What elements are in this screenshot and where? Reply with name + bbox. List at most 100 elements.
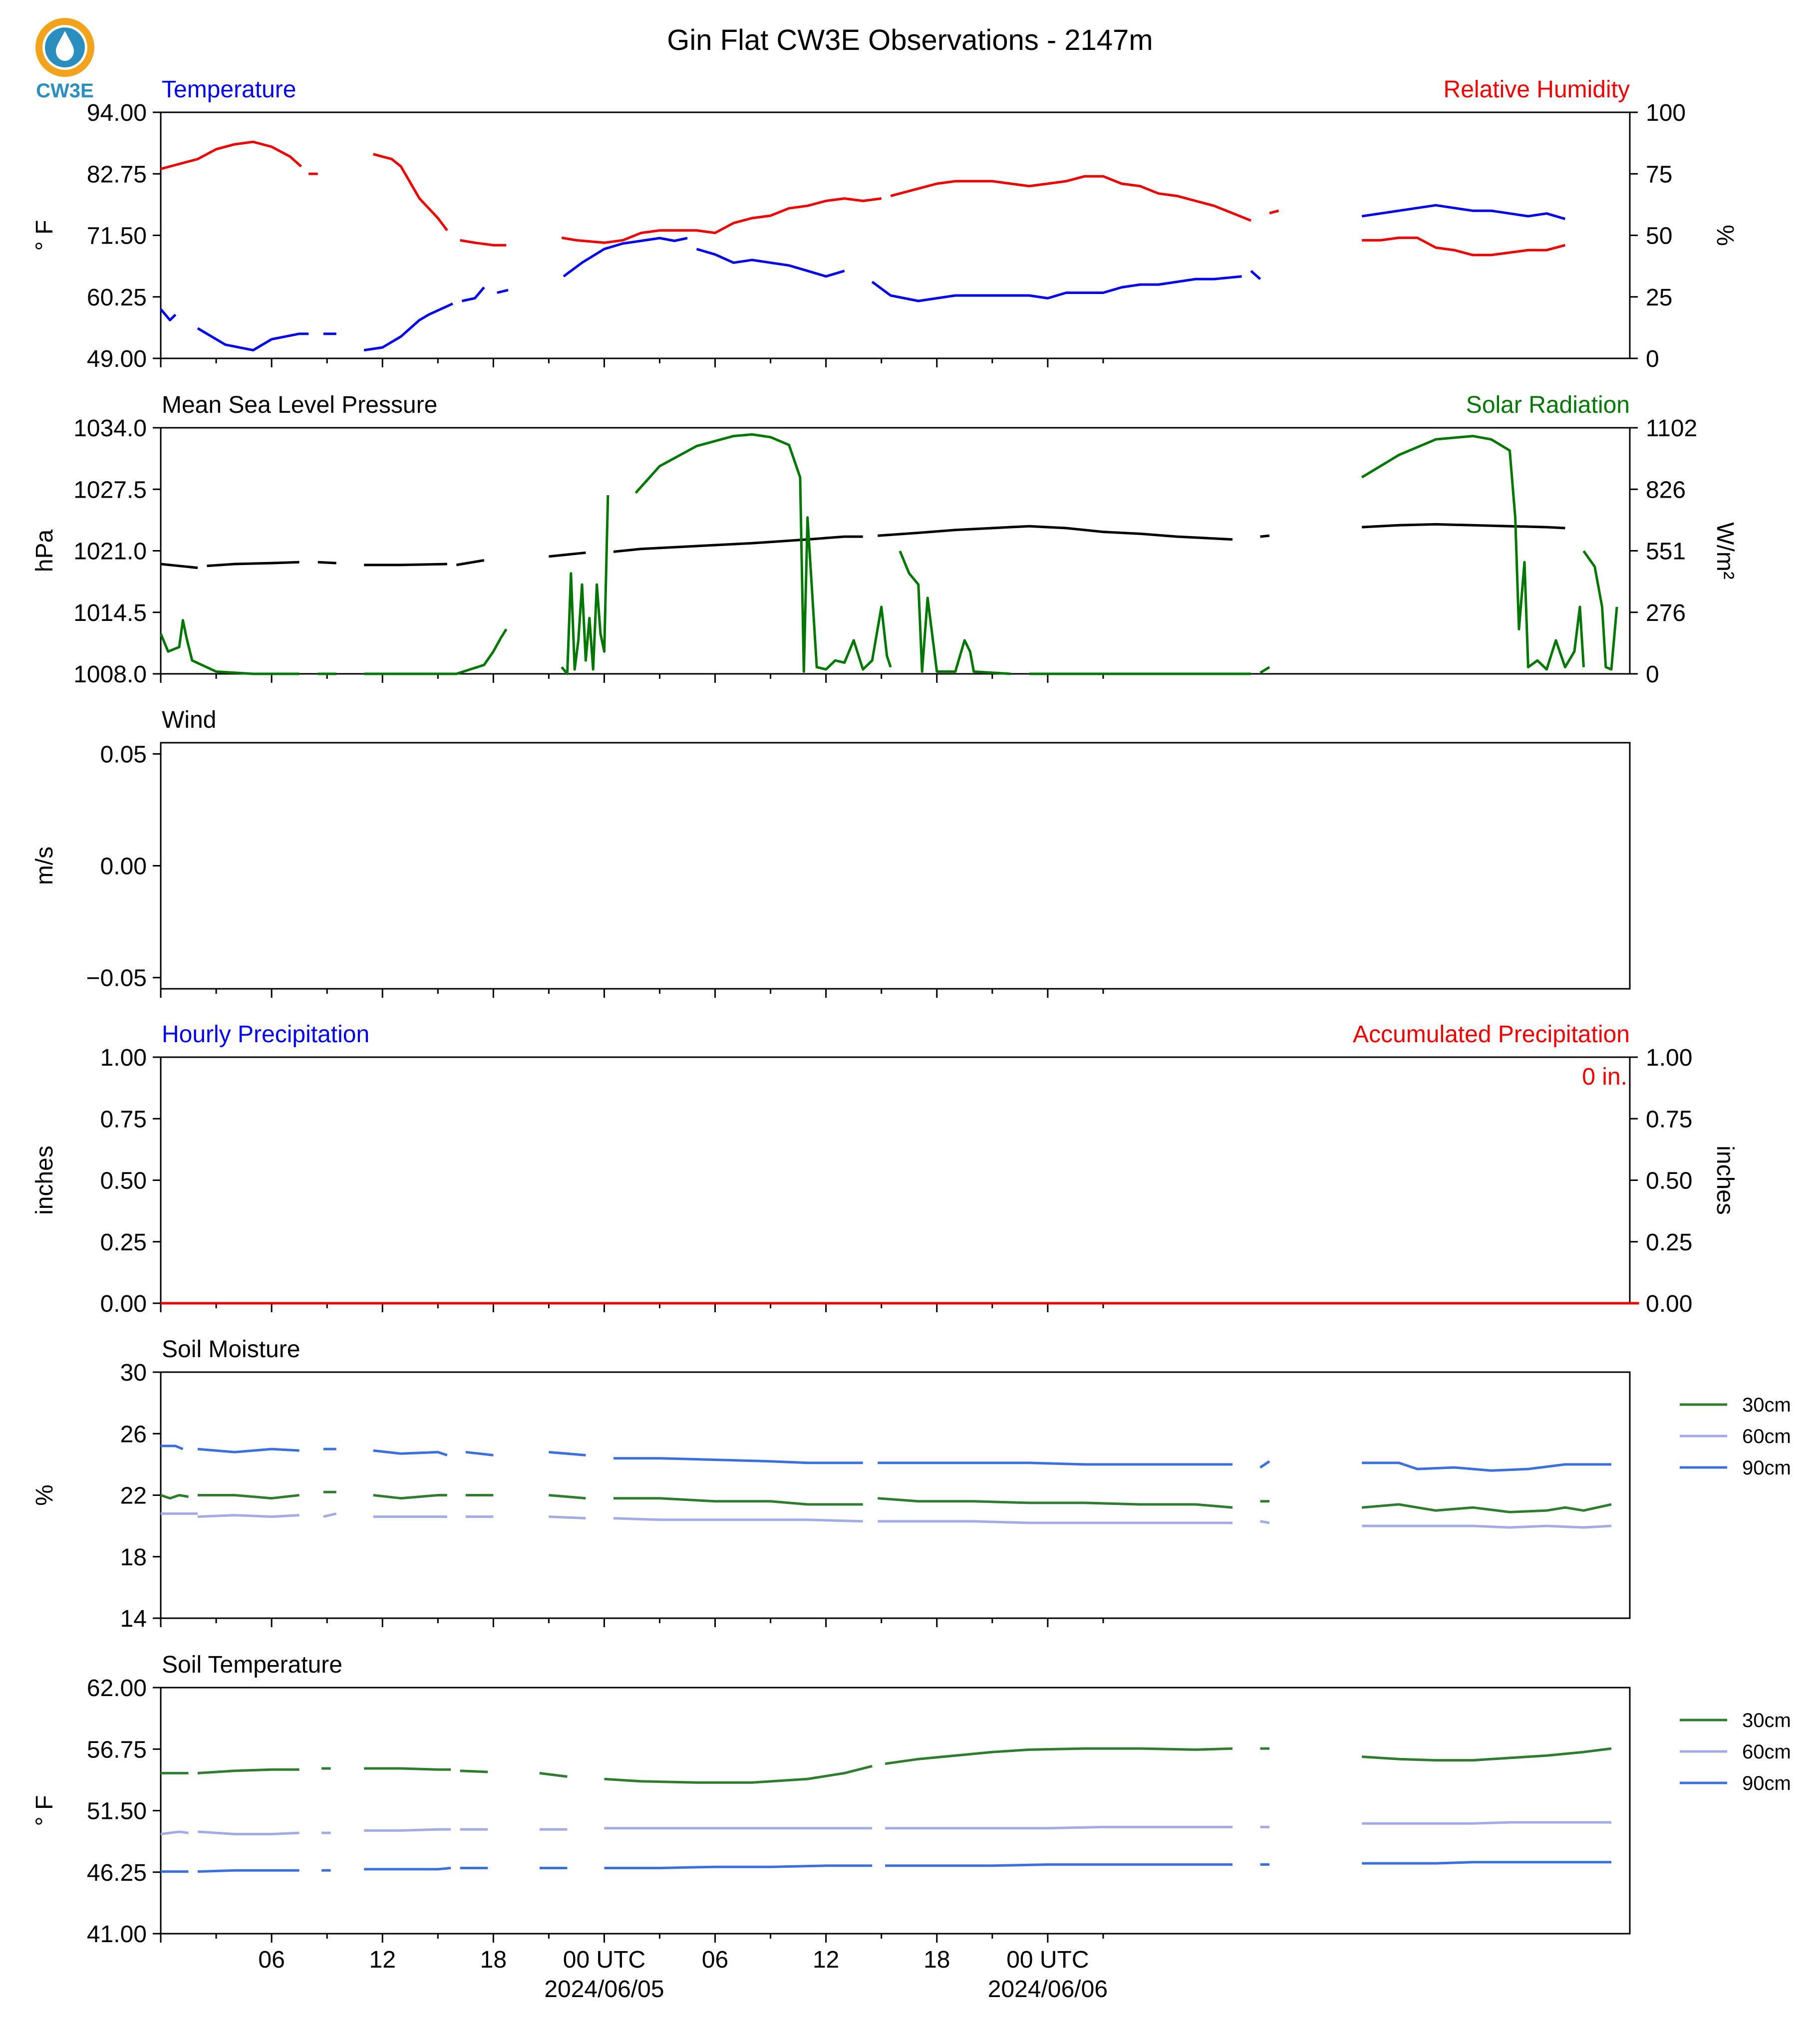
y-axis-label: %	[31, 1484, 58, 1506]
series-line-30cm	[1362, 1747, 1612, 1762]
y-right-tick-label: 0	[1646, 661, 1659, 688]
y-right-tick-label: 276	[1646, 600, 1686, 626]
series-line-green	[1361, 435, 1585, 671]
series-line-red	[1362, 236, 1566, 257]
y-tick-label: 0.00	[100, 1291, 147, 1317]
y-right-tick-label: 75	[1646, 161, 1672, 188]
series-line-black	[160, 563, 198, 570]
y-tick-label: 1021.0	[73, 539, 147, 565]
series-line-black	[456, 559, 485, 567]
y-tick-label: 41.00	[87, 1921, 147, 1948]
legend-label-60cm: 60cm	[1742, 1741, 1791, 1763]
series-line-blue	[1250, 270, 1261, 280]
y-tick-label: 94.00	[87, 100, 147, 126]
series-line-green	[899, 550, 1011, 675]
series-line-30cm	[885, 1747, 1233, 1765]
plot-frame	[160, 111, 1631, 359]
y-tick-label: 49.00	[87, 346, 147, 372]
y-right-axis-label: %	[1712, 225, 1738, 246]
series-line-30cm	[373, 1494, 447, 1500]
y-right-tick-label: 0.50	[1646, 1168, 1692, 1194]
plot-frame	[160, 742, 1631, 990]
plot-frame	[160, 427, 1631, 675]
series-line-black	[1362, 523, 1565, 530]
x-tick-label: 00 UTC	[1006, 1947, 1089, 1973]
series-line-60cm	[885, 1825, 1233, 1830]
panel-1: 1008.0 1014.5 1021.0 1027.5 1034.0 0 276 551 826…	[31, 392, 1738, 688]
legend-label-30cm: 30cm	[1742, 1710, 1791, 1732]
y-tick-label: 51.50	[87, 1798, 147, 1825]
series-line-30cm	[613, 1497, 863, 1506]
series-line-30cm	[878, 1497, 1233, 1509]
y-tick-label: 18	[120, 1544, 147, 1571]
logo-drop-icon	[56, 31, 74, 61]
series-line-90cm	[885, 1863, 1233, 1867]
series-line-red	[561, 197, 882, 244]
series-line-60cm	[364, 1828, 451, 1832]
y-right-axis-label: inches	[1712, 1146, 1738, 1215]
y-tick-label: 82.75	[87, 161, 147, 188]
y-tick-label: −0.05	[86, 965, 147, 992]
series-line-60cm	[1362, 1524, 1612, 1529]
panel-title-right: Accumulated Precipitation	[1353, 1021, 1630, 1048]
series-line-30cm	[539, 1771, 568, 1778]
x-tick-label: 18	[923, 1947, 950, 1973]
panel-title-left: Mean Sea Level Pressure	[162, 392, 437, 418]
series-line-blue	[871, 275, 1242, 302]
panel-2: −0.05 0.00 0.05 m/s Wind	[31, 707, 1631, 998]
series-line-black	[878, 525, 1233, 541]
series-line-90cm	[549, 1450, 586, 1456]
series-line-red	[460, 239, 507, 247]
x-date-label: 2024/06/06	[988, 1976, 1108, 2003]
plot-frame	[160, 1056, 1631, 1304]
y-tick-label: 14	[120, 1606, 147, 1632]
y-tick-label: 1014.5	[73, 600, 147, 626]
panel-title-left: Hourly Precipitation	[162, 1021, 369, 1048]
series-line-black	[549, 551, 586, 558]
series-line-60cm	[160, 1830, 189, 1835]
series-line-red	[1269, 209, 1279, 215]
y-tick-label: 46.25	[87, 1860, 147, 1886]
y-axis-label: m/s	[31, 847, 58, 885]
series-line-blue	[461, 286, 485, 302]
y-tick-label: 60.25	[87, 285, 147, 311]
y-tick-label: 1034.0	[73, 415, 147, 442]
series-line-90cm	[465, 1450, 494, 1456]
panel-title-left: Wind	[162, 707, 216, 733]
x-tick-label: 18	[480, 1947, 507, 1973]
y-right-axis-label: W/m²	[1712, 522, 1738, 579]
series-line-blue	[696, 248, 845, 278]
series-line-60cm	[613, 1517, 863, 1523]
y-tick-label: 0.75	[100, 1106, 147, 1133]
series-line-blue	[363, 302, 453, 352]
chart-panels: 49.00 60.25 71.50 82.75 94.00 0 25 50 75 100 ° F % T…	[31, 76, 1791, 2003]
panel-3: 0.00 0.25 0.50 0.75 1.00 0.00 0.25 0.50 0.75 1.00…	[31, 1021, 1738, 1317]
series-line-red	[160, 140, 302, 170]
series-line-60cm	[197, 1514, 300, 1518]
series-line-90cm	[364, 1867, 451, 1871]
series-line-black	[364, 563, 447, 567]
series-line-90cm	[613, 1457, 863, 1464]
series-line-green	[634, 433, 892, 673]
series-line-30cm	[604, 1764, 873, 1784]
series-line-30cm	[549, 1494, 586, 1500]
series-line-green	[561, 495, 609, 675]
x-tick-label: 12	[813, 1947, 839, 1973]
x-date-label: 2024/06/05	[544, 1976, 664, 2003]
y-tick-label: 22	[120, 1483, 147, 1509]
plot-frame	[160, 1687, 1631, 1935]
series-line-90cm	[1259, 1460, 1270, 1469]
y-tick-label: 0.05	[100, 741, 147, 768]
series-line-30cm	[197, 1768, 300, 1774]
y-tick-label: 0.00	[100, 854, 147, 880]
y-axis-label: ° F	[31, 1795, 58, 1826]
legend-label-60cm: 60cm	[1742, 1426, 1791, 1448]
panel-title-right: Relative Humidity	[1444, 76, 1630, 103]
panel-title-left: Temperature	[162, 76, 296, 103]
legend-label-90cm: 90cm	[1742, 1457, 1791, 1479]
y-right-tick-label: 100	[1646, 100, 1686, 126]
logo-text: CW3E	[36, 80, 94, 102]
series-line-60cm	[197, 1830, 300, 1835]
y-tick-label: 0.50	[100, 1168, 147, 1194]
y-tick-label: 26	[120, 1421, 147, 1448]
